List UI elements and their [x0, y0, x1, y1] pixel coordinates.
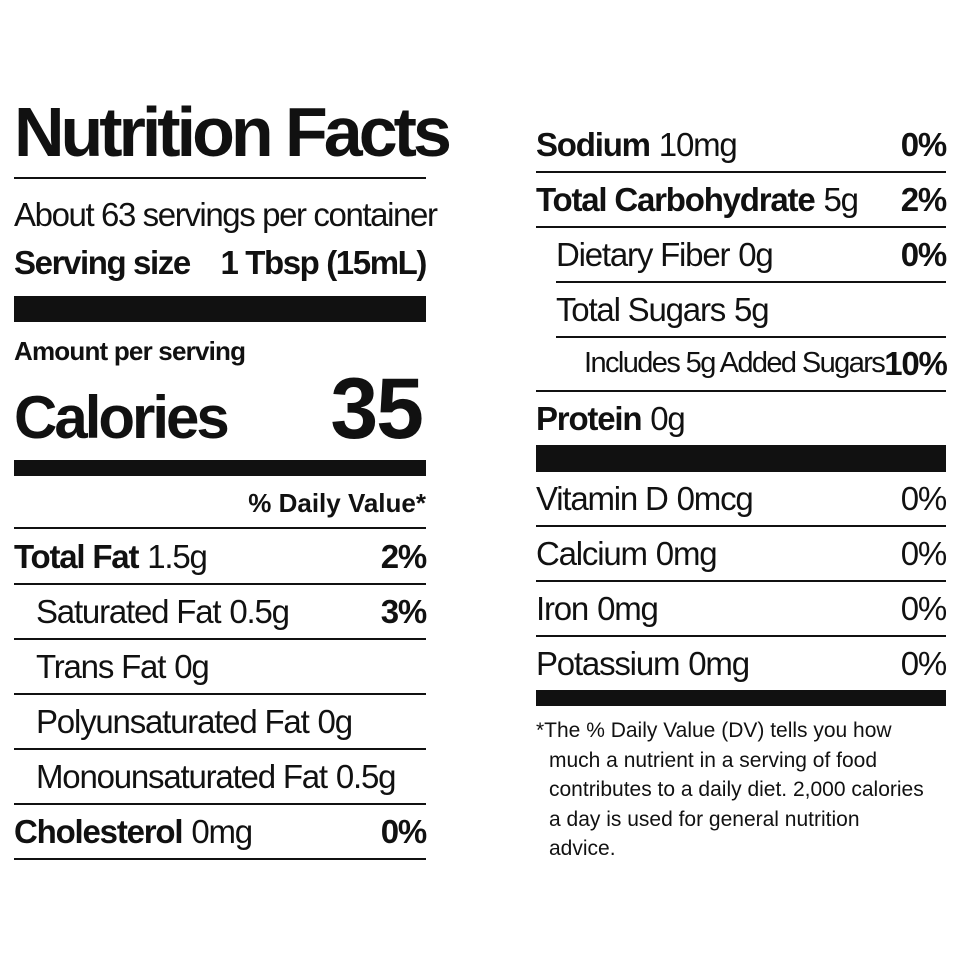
daily-value: 2% — [900, 180, 948, 218]
daily-value: 0% — [900, 125, 948, 163]
daily-value: 0% — [900, 534, 948, 572]
nutrient-name: Saturated Fat — [36, 592, 222, 630]
nutrient-name: Total Sugars — [556, 290, 726, 328]
vitamin-amount: 0mcg — [676, 479, 754, 517]
calories: Calories 35 — [14, 360, 424, 459]
nutrient-row: Cholesterol 0mg 0% — [14, 805, 428, 860]
nutrient-row: Includes 5g Added Sugars 10% — [536, 337, 948, 392]
nutrient-amount: 0mg — [191, 812, 253, 850]
nutrient-row: Sodium 10mg 0% — [536, 118, 948, 173]
nutrient-amount: 5g — [823, 180, 860, 218]
daily-value-header: % Daily Value* — [248, 488, 426, 518]
nutrient-amount: 10mg — [658, 125, 738, 163]
nutrient-name: Monounsaturated Fat — [36, 757, 328, 795]
calories-label: Calories — [14, 384, 230, 451]
thick-rule — [14, 460, 426, 476]
nutrient-amount: 0g — [317, 702, 354, 740]
nutrient-name: Dietary Fiber — [556, 235, 730, 273]
nutrient-amount: 0g — [174, 647, 210, 685]
calories-value: 35 — [330, 361, 424, 457]
nutrient-row: Protein 0g — [536, 392, 946, 445]
nutrient-name: Total Carbohydrate — [536, 180, 816, 218]
nutrient-amount: 0g — [738, 235, 774, 273]
nutrient-name: Includes 5g Added Sugars — [584, 347, 886, 379]
nutrient-row: Total Fat 1.5g 2% — [14, 530, 428, 585]
daily-value: 3% — [380, 592, 428, 630]
vitamin-name: Potassium — [536, 644, 680, 682]
thick-rule — [14, 296, 426, 322]
nutrient-name: Cholesterol — [14, 812, 184, 850]
servings: About 63 servings per container — [14, 196, 438, 233]
daily-value: 2% — [380, 537, 428, 575]
nutrient-amount: 5g — [734, 290, 770, 328]
nutrient-name: Sodium — [536, 125, 651, 163]
rule — [14, 527, 426, 529]
vitamin-amount: 0mg — [597, 589, 659, 627]
nutrient-amount: 1.5g — [147, 537, 208, 575]
thick-rule — [536, 690, 946, 706]
vitamin-row: Vitamin D 0mcg 0% — [536, 472, 948, 527]
nutrient-row: Total Carbohydrate 5g 2% — [536, 173, 948, 228]
nutrient-name: Polyunsaturated Fat — [36, 702, 310, 740]
nutrient-row: Saturated Fat 0.5g 3% — [14, 585, 428, 640]
nutrient-row: Total Sugars 5g — [556, 283, 946, 338]
vitamin-name: Vitamin D — [536, 479, 669, 517]
nutrient-row: Trans Fat 0g — [14, 640, 426, 695]
daily-value: 0% — [900, 589, 948, 627]
serving-size-label: Serving size — [14, 244, 191, 281]
vitamin-amount: 0mg — [688, 644, 750, 682]
nutrient-amount: 0.5g — [229, 592, 290, 630]
daily-value: 0% — [380, 812, 428, 850]
thick-rule — [536, 445, 946, 472]
amount-per-serving: Amount per serving — [14, 336, 246, 366]
nutrient-row: Monounsaturated Fat 0.5g — [14, 750, 426, 805]
nutrient-name: Trans Fat — [36, 647, 166, 685]
nutrient-row: Dietary Fiber 0g 0% — [556, 228, 948, 283]
nutrient-name: Protein — [536, 399, 642, 437]
vitamin-row: Potassium 0mg 0% — [536, 637, 948, 690]
vitamin-name: Iron — [536, 589, 589, 627]
title: Nutrition Facts — [14, 93, 452, 171]
vitamin-amount: 0mg — [655, 534, 718, 572]
daily-value: 0% — [900, 235, 948, 273]
daily-value: 0% — [900, 479, 948, 517]
nutrient-row: Polyunsaturated Fat 0g — [14, 695, 426, 750]
daily-value: 10% — [884, 344, 948, 382]
vitamin-row: Calcium 0mg 0% — [536, 527, 948, 582]
vitamin-row: Iron 0mg 0% — [536, 582, 948, 637]
serving-size-value: 1 Tbsp (15mL) — [220, 244, 427, 281]
nutrient-amount: 0g — [650, 399, 686, 437]
vitamin-name: Calcium — [536, 534, 648, 572]
rule — [14, 177, 426, 179]
nutrient-name: Total Fat — [14, 537, 139, 575]
nutrient-amount: 0.5g — [335, 757, 397, 795]
serving-size: Serving size 1 Tbsp (15mL) — [14, 244, 427, 282]
daily-value: 0% — [900, 644, 948, 682]
footnote: *The % Daily Value (DV) tells you how mu… — [536, 719, 924, 860]
